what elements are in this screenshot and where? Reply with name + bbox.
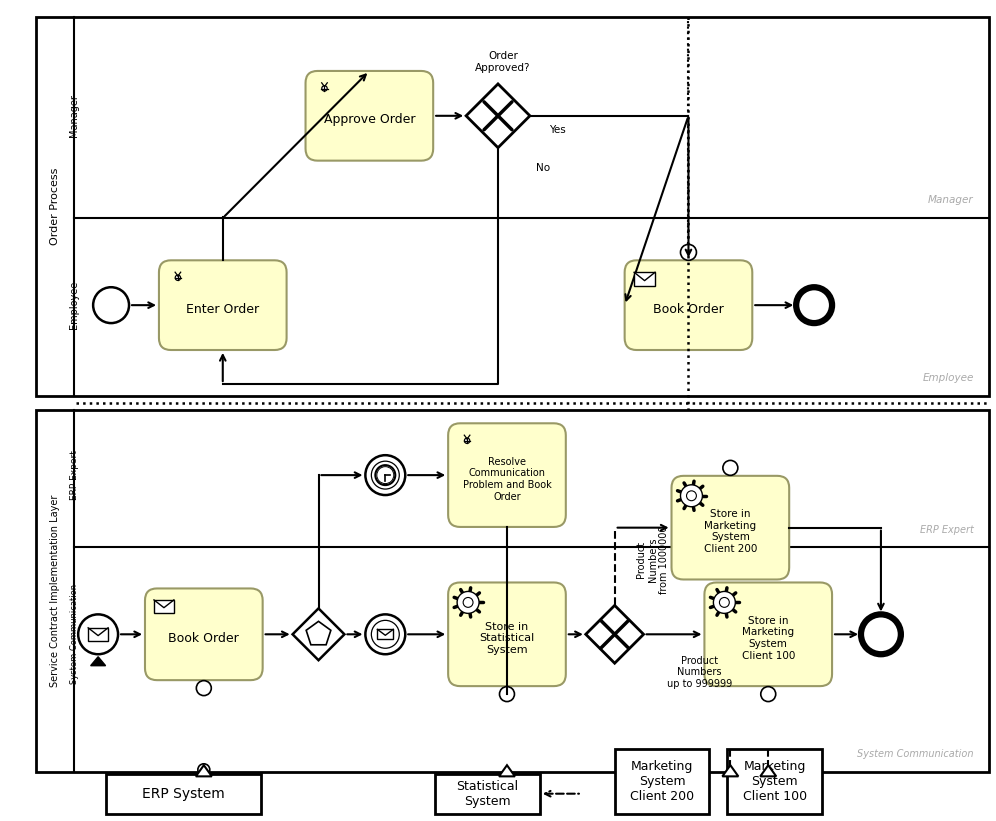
Bar (377, 630, 393, 640)
Circle shape (861, 614, 900, 654)
FancyBboxPatch shape (704, 582, 832, 686)
FancyBboxPatch shape (671, 476, 789, 580)
Text: Marketing
System
Client 200: Marketing System Client 200 (630, 759, 694, 803)
Polygon shape (499, 765, 515, 777)
Circle shape (366, 455, 405, 495)
FancyBboxPatch shape (159, 260, 287, 350)
Circle shape (723, 461, 738, 475)
Circle shape (761, 686, 776, 702)
Circle shape (719, 598, 729, 608)
Bar (107, 773, 261, 814)
Text: Employee: Employee (69, 281, 80, 329)
Text: No: No (536, 163, 550, 172)
Polygon shape (586, 605, 643, 663)
Text: Order Process: Order Process (50, 168, 60, 245)
Text: Statistical
System: Statistical System (456, 780, 519, 808)
Bar (435, 773, 540, 814)
Circle shape (375, 466, 395, 485)
Text: Employee: Employee (922, 373, 974, 383)
Circle shape (175, 275, 180, 281)
Circle shape (796, 287, 832, 323)
Circle shape (198, 764, 210, 776)
FancyBboxPatch shape (145, 589, 263, 680)
Text: Manager: Manager (69, 94, 80, 137)
Bar (154, 600, 174, 612)
FancyBboxPatch shape (624, 260, 752, 350)
Bar (36, 17, 989, 396)
Text: ERP Expert: ERP Expert (70, 450, 79, 500)
Bar (36, 410, 989, 772)
Bar (615, 749, 709, 814)
Circle shape (680, 485, 702, 507)
Circle shape (372, 461, 399, 489)
Text: Manager: Manager (928, 195, 974, 205)
Text: Store in
Marketing
System
Client 100: Store in Marketing System Client 100 (742, 616, 795, 661)
FancyBboxPatch shape (306, 71, 433, 161)
Text: Approve Order: Approve Order (324, 113, 415, 126)
Text: ERP Expert: ERP Expert (919, 525, 974, 534)
Text: Store in
Statistical
System: Store in Statistical System (479, 621, 535, 655)
Text: Book Order: Book Order (168, 632, 239, 644)
Text: Order
Approved?: Order Approved? (475, 51, 531, 73)
Polygon shape (466, 84, 530, 148)
Circle shape (463, 598, 473, 608)
Text: Product
Numbers
up to 999999: Product Numbers up to 999999 (666, 656, 732, 689)
Text: Product
Numbers
from 1000000: Product Numbers from 1000000 (636, 525, 669, 594)
Text: System Communication: System Communication (858, 749, 974, 759)
Polygon shape (196, 765, 212, 777)
Polygon shape (722, 765, 738, 777)
Text: Store in
Marketing
System
Client 200: Store in Marketing System Client 200 (703, 509, 757, 554)
Text: Marketing
System
Client 100: Marketing System Client 100 (743, 759, 807, 803)
Circle shape (713, 591, 735, 613)
FancyBboxPatch shape (448, 582, 566, 686)
Circle shape (680, 245, 696, 260)
Bar (89, 628, 109, 640)
Text: ERP System: ERP System (142, 787, 225, 800)
Polygon shape (760, 765, 776, 777)
Circle shape (372, 621, 399, 649)
Circle shape (196, 681, 211, 695)
Polygon shape (293, 608, 345, 660)
Circle shape (376, 466, 393, 484)
Circle shape (78, 614, 119, 654)
Circle shape (322, 85, 327, 91)
Circle shape (500, 686, 515, 702)
Circle shape (94, 287, 129, 323)
Text: Service Contract Implementation Layer: Service Contract Implementation Layer (50, 495, 60, 687)
FancyBboxPatch shape (448, 424, 566, 527)
Bar (727, 749, 822, 814)
Polygon shape (306, 621, 331, 644)
Text: Enter Order: Enter Order (186, 303, 259, 315)
Circle shape (366, 614, 405, 654)
Text: Resolve
Communication
Problem and Book
Order: Resolve Communication Problem and Book O… (462, 456, 552, 502)
Text: Yes: Yes (550, 125, 566, 135)
Text: System Communication: System Communication (70, 585, 79, 685)
Bar (634, 273, 655, 287)
Circle shape (457, 591, 479, 613)
Polygon shape (91, 657, 106, 666)
Text: Book Order: Book Order (653, 303, 724, 315)
Circle shape (464, 438, 470, 443)
Circle shape (686, 491, 696, 501)
